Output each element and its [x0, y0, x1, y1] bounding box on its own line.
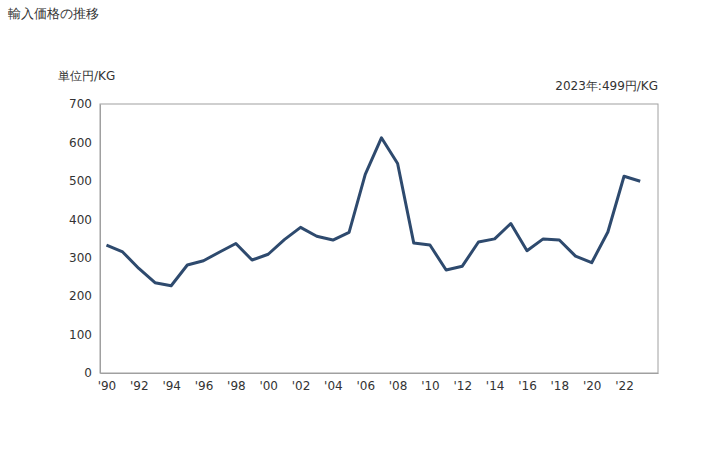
x-axis-line — [101, 373, 659, 374]
x-tick: '04 — [324, 373, 343, 393]
x-tick: '08 — [389, 373, 408, 393]
y-tick-label: 400 — [69, 213, 92, 227]
x-tick: '10 — [421, 373, 440, 393]
x-tick-label: '00 — [259, 379, 278, 393]
x-tick-label: '94 — [162, 379, 181, 393]
y-axis: 0 100 200 300 400 500 600 700 — [69, 97, 100, 380]
x-tick: '90 — [98, 373, 117, 393]
x-tick-label: '20 — [583, 379, 602, 393]
y-tick-label: 300 — [69, 251, 92, 265]
y-tick-label: 0 — [84, 366, 92, 380]
x-tick: '18 — [551, 373, 570, 393]
x-tick-label: '18 — [551, 379, 570, 393]
y-tick: 700 — [69, 97, 100, 111]
x-tick-label: '92 — [130, 379, 149, 393]
x-tick: '14 — [486, 373, 505, 393]
x-tick-label: '12 — [454, 379, 473, 393]
y-axis-line — [100, 105, 101, 374]
x-tick-label: '22 — [615, 379, 634, 393]
line — [106, 138, 640, 286]
y-axis-title: 単位円/KG — [58, 69, 115, 83]
y-tick-label: 100 — [69, 328, 92, 342]
chart: 輸入価格の推移単位円/KG 2023年:499円/KG 0 100 200 300 400 5… — [0, 0, 728, 450]
x-tick-label: '04 — [324, 379, 343, 393]
x-tick-label: '06 — [356, 379, 375, 393]
x-tick: '20 — [583, 373, 602, 393]
y-tick-label: 500 — [69, 174, 92, 188]
x-tick-label: '14 — [486, 379, 505, 393]
x-tick: '00 — [259, 373, 278, 393]
x-tick-label: '02 — [292, 379, 311, 393]
x-tick: '98 — [227, 373, 246, 393]
x-tick-label: '96 — [195, 379, 214, 393]
y-tick: 100 — [69, 328, 100, 342]
y-tick: 200 — [69, 289, 100, 303]
x-tick-label: '16 — [518, 379, 537, 393]
plot-frame — [100, 104, 658, 373]
x-tick: '12 — [454, 373, 473, 393]
x-tick: '02 — [292, 373, 311, 393]
y-tick-label: 600 — [69, 136, 92, 150]
x-axis: '90 '92 '94 '96 '98 '00 '02 '04 '06 '08 '10 '12 '14 '… — [98, 373, 659, 393]
x-tick: '92 — [130, 373, 149, 393]
x-tick-label: '08 — [389, 379, 408, 393]
y-tick: 400 — [69, 213, 100, 227]
y-tick: 600 — [69, 136, 100, 150]
x-tick: '96 — [195, 373, 214, 393]
x-tick-label: '98 — [227, 379, 246, 393]
y-tick: 500 — [69, 174, 100, 188]
plot-area — [106, 138, 640, 286]
x-tick: '06 — [356, 373, 375, 393]
x-tick-label: '90 — [98, 379, 117, 393]
annotation: 2023年:499円/KG — [555, 79, 658, 93]
y-tick-label: 200 — [69, 289, 92, 303]
x-tick: '22 — [615, 373, 634, 393]
y-tick: 300 — [69, 251, 100, 265]
title: 輸入価格の推移 — [8, 6, 99, 21]
x-tick-label: '10 — [421, 379, 440, 393]
y-tick-label: 700 — [69, 97, 92, 111]
x-tick: '16 — [518, 373, 537, 393]
x-tick: '94 — [162, 373, 181, 393]
